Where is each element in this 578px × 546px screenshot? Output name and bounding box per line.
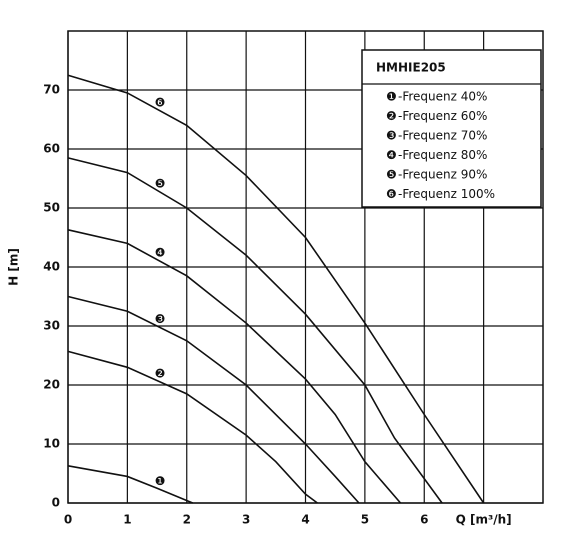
- y-tick-label: 10: [43, 437, 60, 451]
- curve: [67, 295, 360, 504]
- legend-marker: ❸: [386, 129, 397, 143]
- y-axis-label: H [m]: [7, 248, 21, 286]
- legend-label: -Frequenz 40%: [398, 90, 487, 104]
- curve: [67, 350, 318, 504]
- y-tick-label: 70: [43, 83, 60, 97]
- curve-label: ❺: [155, 177, 166, 191]
- legend-marker: ❺: [386, 168, 397, 182]
- y-tick-label: 20: [43, 378, 60, 392]
- x-tick-label: 3: [242, 513, 250, 527]
- legend-marker: ❹: [386, 148, 397, 162]
- curve: [67, 465, 193, 504]
- y-tick-label: 40: [43, 260, 60, 274]
- curve-label: ❷: [155, 366, 166, 380]
- y-tick-label: 50: [43, 201, 60, 215]
- legend-label: -Frequenz 100%: [398, 187, 495, 201]
- x-tick-label: 2: [183, 513, 191, 527]
- x-tick-label: Q [m³/h]: [456, 513, 512, 527]
- legend-label: -Frequenz 80%: [398, 148, 487, 162]
- curve-label: ❻: [155, 95, 166, 109]
- x-tick-label: 4: [301, 513, 309, 527]
- y-tick-label: 60: [43, 142, 60, 156]
- x-tick-label: 0: [64, 513, 72, 527]
- curve-label: ❶: [155, 474, 166, 488]
- curve: [67, 74, 485, 504]
- legend-label: -Frequenz 90%: [398, 168, 487, 182]
- legend-label: -Frequenz 70%: [398, 129, 487, 143]
- legend-marker: ❻: [386, 187, 397, 201]
- curve-label: ❸: [155, 312, 166, 326]
- curve: [67, 157, 443, 504]
- chart-title: HMHIE205: [376, 61, 446, 75]
- legend-label: -Frequenz 60%: [398, 109, 487, 123]
- legend-marker: ❶: [386, 90, 397, 104]
- legend-box: [361, 49, 542, 208]
- x-tick-label: 5: [361, 513, 369, 527]
- y-tick-label: 30: [43, 319, 60, 333]
- x-tick-label: 6: [420, 513, 428, 527]
- curve-label: ❹: [155, 246, 166, 260]
- y-tick-label: 0: [52, 496, 60, 510]
- legend-marker: ❷: [386, 109, 397, 123]
- x-tick-label: 1: [123, 513, 131, 527]
- curve: [67, 229, 402, 504]
